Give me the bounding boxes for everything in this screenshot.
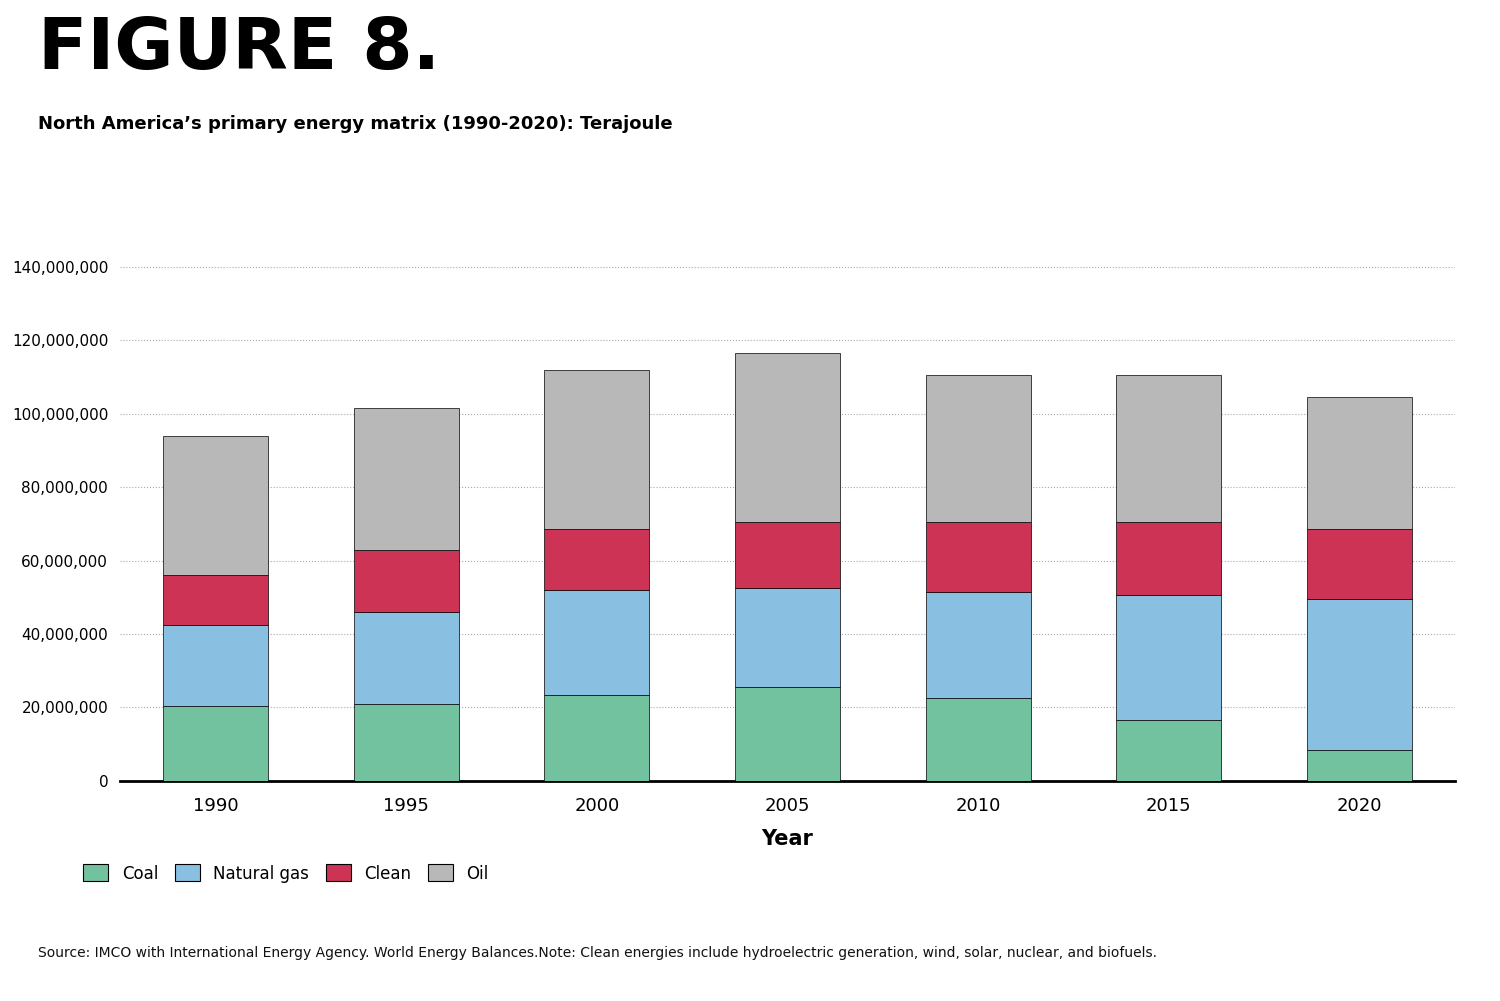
Bar [544,590,650,695]
Bar [1116,721,1221,781]
Bar [354,408,459,550]
Bar [1306,530,1412,599]
Text: Source: IMCO with International Energy Agency. World Energy Balances.Note: Clean: Source: IMCO with International Energy A… [38,946,1156,960]
Bar [735,353,840,523]
Bar [1116,523,1221,596]
Bar [1306,750,1412,781]
Bar [1116,596,1221,721]
Bar [1306,397,1412,530]
Bar [735,589,840,687]
Bar [735,523,840,588]
Bar [544,530,650,590]
Bar [354,550,459,612]
Bar [164,706,268,781]
Bar [926,699,1030,781]
Text: FIGURE 8.: FIGURE 8. [38,15,439,84]
Bar [164,435,268,576]
Legend: Coal, Natural gas, Clean, Oil: Coal, Natural gas, Clean, Oil [84,865,488,883]
Bar [926,375,1030,523]
Bar [926,592,1030,699]
Text: North America’s primary energy matrix (1990-2020): Terajoule: North America’s primary energy matrix (1… [38,115,672,133]
Bar [354,612,459,704]
Bar [354,704,459,781]
Bar [164,625,268,706]
Bar [1306,599,1412,750]
Bar [544,369,650,530]
Bar [1116,375,1221,523]
Bar [544,695,650,781]
Bar [164,576,268,625]
Bar [926,523,1030,592]
Bar [735,687,840,781]
X-axis label: Year: Year [762,829,813,849]
